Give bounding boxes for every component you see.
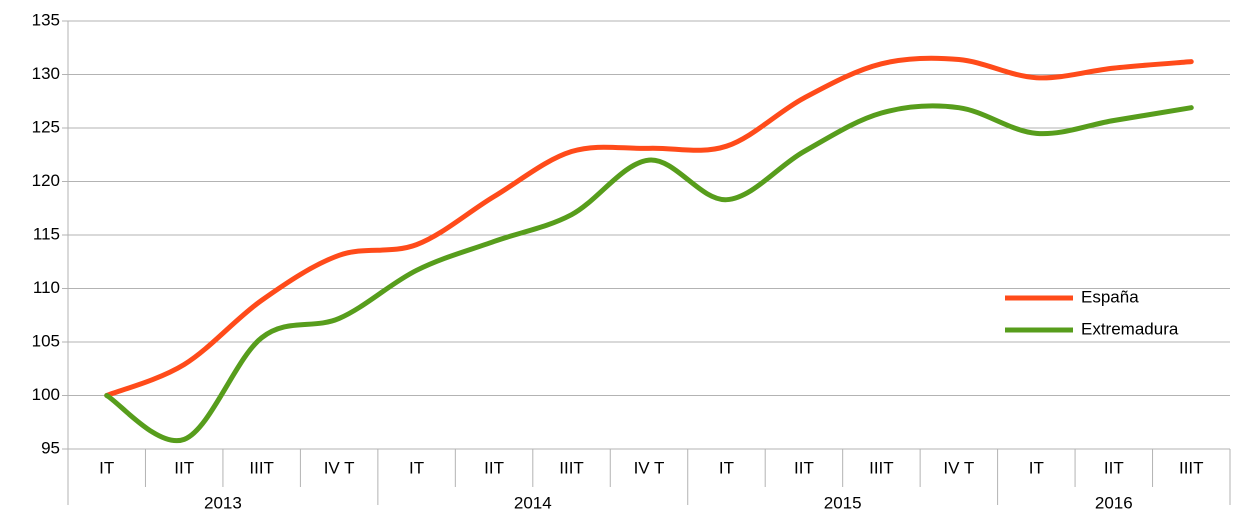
x-group-label: 2016: [1095, 493, 1133, 512]
x-tick-label: IT: [1029, 458, 1044, 477]
x-tick-label: IV T: [634, 458, 665, 477]
x-group-label: 2013: [204, 493, 242, 512]
x-tick-label: IV T: [324, 458, 355, 477]
y-tick-label: 115: [33, 224, 60, 243]
x-tick-label: IIIT: [1179, 458, 1204, 477]
x-tick-label: IIIT: [559, 458, 584, 477]
x-tick-label: IT: [99, 458, 114, 477]
x-tick-label: IT: [719, 458, 734, 477]
series-line: [104, 103, 1194, 444]
y-tick-label: 130: [32, 64, 60, 83]
x-tick-label: IIT: [174, 458, 194, 477]
y-tick-label: 110: [33, 278, 60, 297]
x-tick-label: IIT: [794, 458, 814, 477]
x-tick-label: IIIT: [249, 458, 274, 477]
x-tick-label: IT: [409, 458, 424, 477]
y-tick-label: 125: [32, 117, 60, 136]
x-tick-label: IV T: [943, 458, 974, 477]
legend-label: Extremadura: [1081, 319, 1179, 338]
x-tick-label: IIT: [1104, 458, 1124, 477]
x-group-label: 2015: [824, 493, 862, 512]
y-tick-label: 95: [41, 438, 60, 457]
y-tick-label: 100: [32, 385, 60, 404]
y-tick-label: 105: [32, 331, 60, 350]
y-tick-label: 120: [32, 171, 60, 190]
y-tick-label: 135: [32, 10, 60, 29]
x-group-label: 2014: [514, 493, 552, 512]
x-tick-label: IIT: [484, 458, 504, 477]
series-line: [104, 55, 1194, 398]
x-tick-label: IIIT: [869, 458, 894, 477]
legend-label: España: [1081, 287, 1139, 306]
